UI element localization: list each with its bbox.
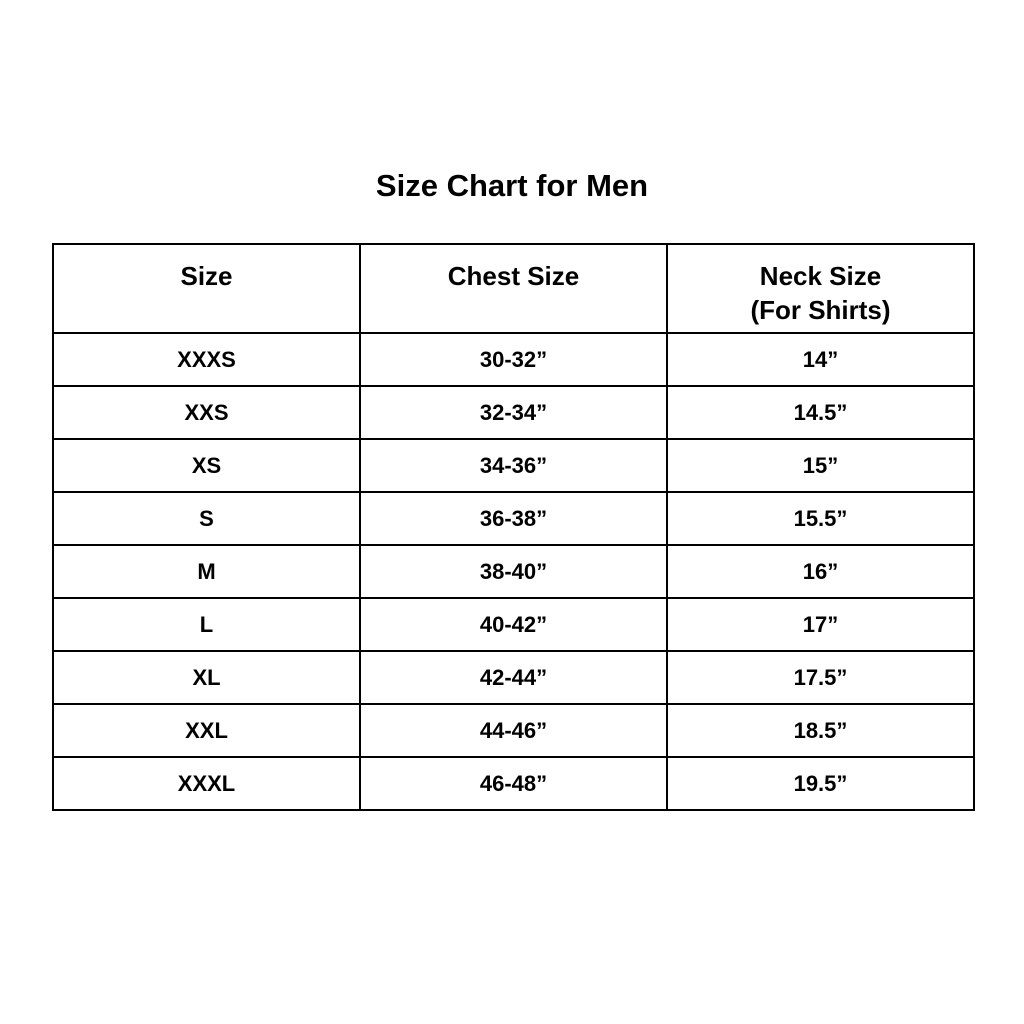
cell-chest: 42-44”	[359, 650, 668, 705]
cell-size: M	[52, 544, 361, 599]
cell-neck: 14”	[666, 332, 975, 387]
table-row: XXL 44-46” 18.5”	[52, 703, 975, 758]
table-row: XL 42-44” 17.5”	[52, 650, 975, 705]
cell-chest: 36-38”	[359, 491, 668, 546]
cell-size: L	[52, 597, 361, 652]
header-size: Size	[52, 243, 361, 334]
header-neck-size-subtitle: (For Shirts)	[750, 295, 891, 325]
size-chart-table: Size Chest Size Neck Size (For Shirts) X…	[52, 243, 975, 811]
cell-size: XXXS	[52, 332, 361, 387]
cell-chest: 46-48”	[359, 756, 668, 811]
cell-chest: 34-36”	[359, 438, 668, 493]
cell-size: XXS	[52, 385, 361, 440]
cell-chest: 32-34”	[359, 385, 668, 440]
cell-neck: 15.5”	[666, 491, 975, 546]
table-row: L 40-42” 17”	[52, 597, 975, 652]
cell-size: XXL	[52, 703, 361, 758]
page-title: Size Chart for Men	[375, 168, 649, 203]
table-row: XS 34-36” 15”	[52, 438, 975, 493]
cell-size: XXXL	[52, 756, 361, 811]
cell-neck: 17”	[666, 597, 975, 652]
table-header-row: Size Chest Size Neck Size (For Shirts)	[52, 243, 975, 334]
cell-neck: 16”	[666, 544, 975, 599]
table-row: M 38-40” 16”	[52, 544, 975, 599]
cell-neck: 18.5”	[666, 703, 975, 758]
table-row: S 36-38” 15.5”	[52, 491, 975, 546]
cell-size: S	[52, 491, 361, 546]
cell-size: XS	[52, 438, 361, 493]
cell-chest: 44-46”	[359, 703, 668, 758]
header-neck-size-label: Neck Size	[759, 261, 882, 291]
table-row: XXXL 46-48” 19.5”	[52, 756, 975, 811]
cell-chest: 38-40”	[359, 544, 668, 599]
cell-neck: 14.5”	[666, 385, 975, 440]
table-row: XXXS 30-32” 14”	[52, 332, 975, 387]
cell-chest: 30-32”	[359, 332, 668, 387]
cell-neck: 15”	[666, 438, 975, 493]
header-neck-size: Neck Size (For Shirts)	[666, 243, 975, 334]
cell-chest: 40-42”	[359, 597, 668, 652]
cell-neck: 19.5”	[666, 756, 975, 811]
table-row: XXS 32-34” 14.5”	[52, 385, 975, 440]
cell-neck: 17.5”	[666, 650, 975, 705]
header-chest-size: Chest Size	[359, 243, 668, 334]
cell-size: XL	[52, 650, 361, 705]
